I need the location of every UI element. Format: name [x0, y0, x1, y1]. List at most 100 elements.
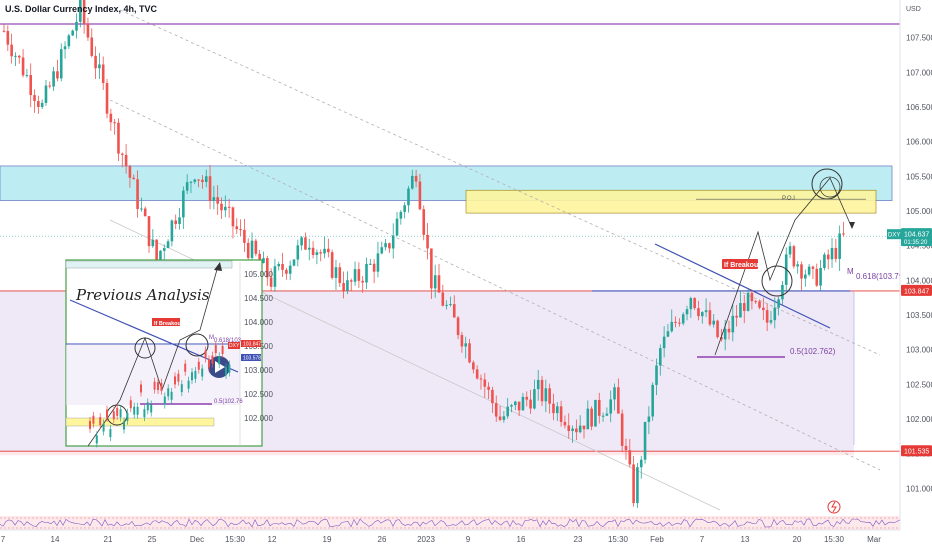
inset-candle	[92, 415, 95, 424]
candle-body	[63, 46, 67, 50]
inset-symbol-badge: DXY	[229, 343, 240, 349]
candle-body	[52, 71, 55, 87]
time-tick: Mar	[867, 535, 881, 544]
candle-body	[143, 208, 147, 217]
candle-body	[533, 389, 536, 409]
candle-body	[265, 258, 269, 278]
inset-candle	[106, 409, 108, 418]
candle-body	[449, 304, 452, 306]
candle-body	[483, 379, 487, 387]
candle-body	[685, 309, 689, 315]
candle-body	[678, 322, 681, 324]
candle-body	[250, 240, 254, 258]
candle-body	[758, 301, 761, 308]
candle-body	[399, 211, 403, 219]
time-tick: 15:30	[608, 535, 629, 544]
inset-candle	[150, 404, 153, 413]
candle-body	[174, 220, 178, 224]
candle-body	[281, 263, 284, 270]
inset-candle	[174, 376, 176, 385]
candles	[2, 0, 845, 508]
candle-body	[342, 282, 345, 291]
candle-body	[540, 379, 544, 402]
candle-body	[639, 459, 643, 468]
price-tick: 104.000	[906, 276, 932, 285]
candle-body	[365, 264, 368, 283]
candle-body	[37, 100, 40, 107]
price-tick: 107.500	[906, 34, 932, 43]
breakout-label: If Breakout	[724, 262, 761, 269]
candle-body	[101, 64, 105, 84]
candle-body	[170, 220, 174, 242]
candle-body	[136, 179, 139, 209]
candle-body	[582, 425, 586, 430]
target-circle-inner	[819, 176, 841, 198]
candle-body	[613, 387, 616, 400]
flash-glyph	[831, 501, 837, 513]
candle-body	[94, 55, 97, 69]
candle-body	[59, 49, 63, 79]
candle-body	[594, 399, 597, 427]
channel-mid	[109, 99, 881, 471]
candle-body	[285, 269, 288, 274]
inset-candle	[177, 373, 180, 382]
candle-body	[300, 237, 303, 246]
candle-body	[2, 30, 6, 32]
chart-title: U.S. Dollar Currency Index, 4h, TVC	[5, 4, 158, 14]
candle-body	[79, 0, 82, 22]
candle-body	[834, 247, 838, 259]
candle-body	[212, 197, 216, 201]
candle-body	[605, 413, 609, 416]
candle-body	[815, 268, 819, 286]
candle-body	[21, 57, 25, 76]
time-tick: 20	[793, 535, 802, 544]
candle-body	[90, 37, 94, 56]
time-axis-bg	[0, 530, 932, 550]
candle-body	[201, 179, 204, 182]
inset-price-a: 103.847	[243, 342, 261, 348]
poi-zone	[465, 189, 877, 214]
candle-body	[67, 35, 71, 47]
candle-body	[227, 206, 231, 208]
inset-candle	[143, 409, 146, 418]
candle-body	[792, 246, 796, 267]
inset-tick: 102.500	[244, 390, 273, 399]
price-tick: 101.000	[906, 484, 932, 493]
support-band	[0, 451, 854, 456]
current-price-tag: 104.637	[904, 232, 929, 239]
candle-body	[578, 425, 582, 433]
breakout-circle	[761, 265, 793, 297]
candle-body	[651, 384, 654, 417]
inset-price-b-bg	[241, 354, 261, 361]
inset-symbol-badge-bg	[228, 342, 240, 349]
candle-body	[460, 335, 464, 347]
inset-candle	[208, 359, 210, 368]
candle-body	[689, 298, 693, 310]
candle-body	[655, 365, 658, 385]
candle-body	[269, 277, 273, 287]
price-tick: 106.000	[906, 138, 932, 147]
candle-body	[670, 321, 674, 332]
price-axis-bg	[900, 0, 932, 550]
candle-body	[468, 343, 471, 363]
play-icon	[215, 361, 225, 373]
candle-body	[628, 450, 632, 465]
inset-candle	[184, 363, 187, 372]
candle-body	[750, 292, 754, 302]
inset-candle	[126, 412, 129, 421]
candle-body	[128, 166, 132, 178]
candle-body	[494, 403, 498, 417]
candle-body	[220, 203, 223, 211]
candle-body	[597, 399, 601, 416]
candle-body	[29, 75, 33, 96]
candle-body	[769, 320, 773, 323]
candle-body	[292, 259, 296, 266]
candle-body	[304, 237, 307, 250]
candle-body	[6, 31, 10, 45]
candle-body	[567, 425, 571, 431]
candle-body	[445, 304, 448, 306]
time-tick: 2023	[417, 535, 435, 544]
candle-body	[33, 95, 36, 101]
candle-body	[544, 388, 548, 402]
